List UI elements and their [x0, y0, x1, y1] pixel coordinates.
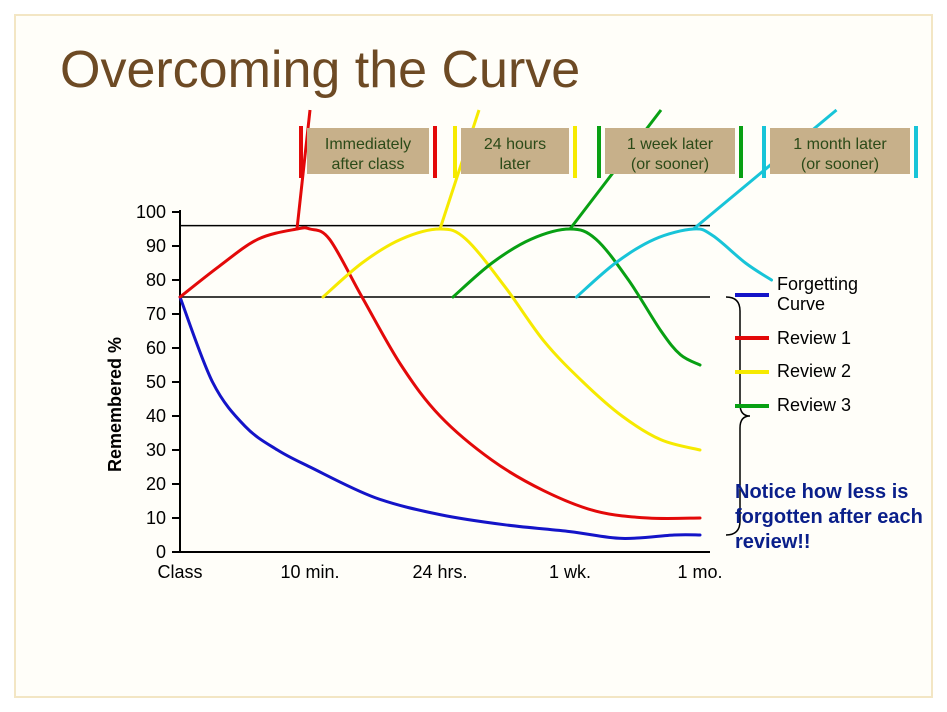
y-tick-label: 20	[146, 474, 166, 494]
callout-bar	[739, 126, 743, 178]
y-tick-label: 90	[146, 236, 166, 256]
y-tick-label: 50	[146, 372, 166, 392]
callout-bar	[914, 126, 918, 178]
callout-box: 1 week later (or sooner)	[605, 128, 735, 174]
legend-swatch	[735, 404, 769, 408]
y-tick-label: 30	[146, 440, 166, 460]
x-tick-label: 10 min.	[280, 562, 339, 582]
y-tick-label: 10	[146, 508, 166, 528]
legend-label: Review 2	[777, 362, 851, 382]
legend-label: Forgetting Curve	[777, 275, 858, 315]
y-tick-label: 0	[156, 542, 166, 562]
callout-box: 1 month later (or sooner)	[770, 128, 910, 174]
y-tick-label: 60	[146, 338, 166, 358]
x-tick-label: 24 hrs.	[412, 562, 467, 582]
y-tick-label: 70	[146, 304, 166, 324]
series-line	[323, 229, 700, 450]
legend-item: Review 2	[735, 362, 858, 382]
legend: Forgetting Curve Review 1 Review 2 Review 3	[735, 275, 858, 430]
x-tick-label: 1 wk.	[549, 562, 591, 582]
legend-item: Review 3	[735, 396, 858, 416]
notice-text: Notice how less is forgotten after each …	[735, 480, 935, 555]
legend-item: Review 1	[735, 329, 858, 349]
callout-bar	[573, 126, 577, 178]
callout-bar	[597, 126, 601, 178]
legend-item: Forgetting Curve	[735, 275, 858, 315]
y-tick-label: 100	[136, 202, 166, 222]
x-tick-label: 1 mo.	[677, 562, 722, 582]
callout-box: Immediately after class	[307, 128, 429, 174]
legend-swatch	[735, 370, 769, 374]
x-tick-label: Class	[157, 562, 202, 582]
legend-swatch	[735, 293, 769, 297]
callout-bar	[433, 126, 437, 178]
callout-bar	[453, 126, 457, 178]
callout-bar	[299, 126, 303, 178]
legend-swatch	[735, 336, 769, 340]
y-tick-label: 80	[146, 270, 166, 290]
legend-label: Review 1	[777, 329, 851, 349]
callout-bar	[762, 126, 766, 178]
callout-box: 24 hours later	[461, 128, 569, 174]
y-axis-title: Remembered %	[105, 337, 126, 472]
legend-label: Review 3	[777, 396, 851, 416]
y-tick-label: 40	[146, 406, 166, 426]
